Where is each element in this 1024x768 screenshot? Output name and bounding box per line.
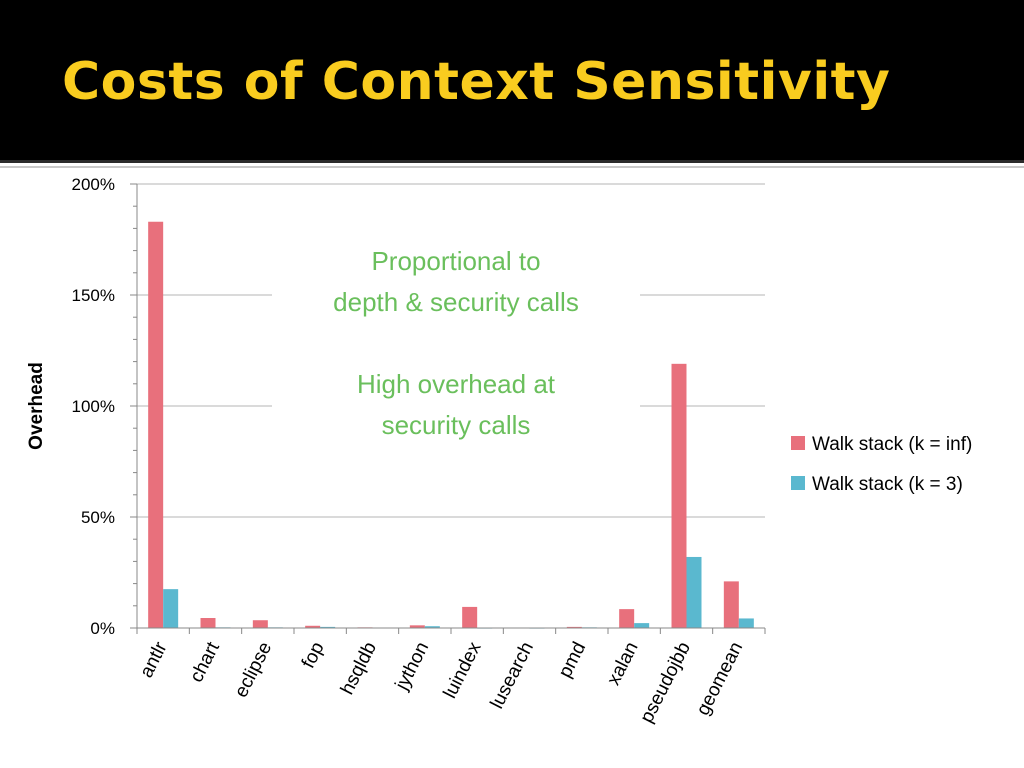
legend: Walk stack (k = inf) Walk stack (k = 3) (791, 434, 972, 495)
bar (686, 556, 702, 628)
category-label: chart (186, 638, 224, 686)
annotation-line: High overhead at (357, 369, 556, 399)
axes (130, 183, 766, 634)
category-label: xalan (603, 639, 642, 689)
bar (200, 618, 216, 628)
legend-swatch (791, 436, 805, 450)
bar (424, 626, 440, 628)
category-label: fop (298, 639, 329, 672)
y-tick-label: 200% (72, 175, 115, 194)
category-label: antlr (136, 638, 172, 681)
bar (566, 626, 582, 628)
bar (723, 581, 739, 628)
bar (148, 221, 164, 629)
bar (305, 625, 321, 628)
y-tick-label: 100% (72, 397, 115, 416)
annotation-line: security calls (382, 410, 531, 440)
annotation-line: Proportional to (371, 246, 540, 276)
category-label: hsqldb (337, 639, 381, 698)
category-label: luindex (440, 638, 486, 702)
y-axis-title: Overhead (26, 362, 47, 450)
legend-swatch (791, 476, 805, 490)
title-divider (0, 160, 1024, 163)
bar (634, 623, 650, 628)
y-tick-label: 150% (72, 286, 115, 305)
bars (148, 221, 754, 629)
bar (320, 626, 336, 628)
bar (671, 363, 687, 628)
bar (252, 620, 268, 628)
y-tick-label: 0% (90, 619, 115, 638)
annotations: Proportional to depth & security calls Hig… (272, 234, 640, 448)
slide-title: Costs of Context Sensitivity (62, 52, 891, 112)
category-label: jython (391, 639, 433, 695)
category-label: geomean (693, 639, 748, 719)
category-label: pmd (555, 639, 590, 681)
legend-label: Walk stack (k = 3) (812, 474, 963, 495)
legend-label: Walk stack (k = inf) (812, 434, 972, 455)
annotation-line: depth & security calls (333, 287, 579, 317)
bar (409, 625, 425, 628)
title-divider-light (0, 166, 1024, 168)
bar (462, 606, 478, 628)
bar (738, 618, 754, 628)
category-label: pseudojbb (636, 639, 695, 727)
category-label: lusearch (487, 639, 538, 713)
title-band (0, 0, 1024, 160)
bar (619, 609, 635, 628)
bar (163, 589, 179, 628)
category-label: eclipse (231, 639, 277, 701)
annotation-box (272, 234, 640, 448)
y-tick-label: 50% (81, 508, 115, 527)
